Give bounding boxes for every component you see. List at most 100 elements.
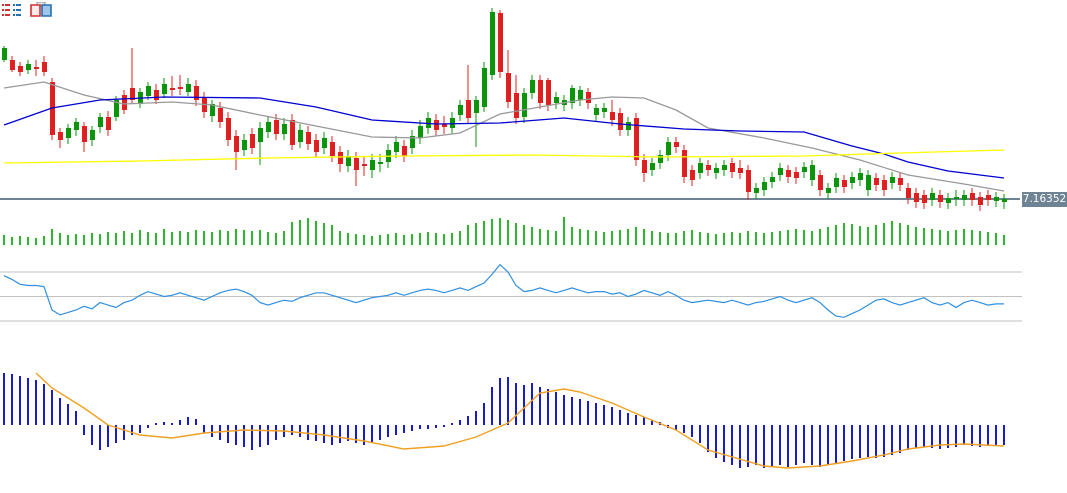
candle[interactable] <box>434 120 439 130</box>
candle[interactable] <box>930 193 935 200</box>
candle[interactable] <box>66 128 71 138</box>
candle[interactable] <box>970 193 975 200</box>
candle[interactable] <box>938 195 943 202</box>
candle[interactable] <box>770 177 775 182</box>
candle[interactable] <box>82 126 87 142</box>
candle[interactable] <box>482 68 487 107</box>
candle[interactable] <box>802 167 807 172</box>
candle[interactable] <box>106 117 111 130</box>
candle[interactable] <box>810 165 815 180</box>
candle[interactable] <box>794 172 799 178</box>
candle[interactable] <box>898 178 903 185</box>
candle[interactable] <box>114 100 119 117</box>
candle[interactable] <box>498 13 503 72</box>
candle[interactable] <box>594 108 599 115</box>
candle[interactable] <box>34 67 39 69</box>
candle[interactable] <box>698 163 703 173</box>
candle[interactable] <box>906 188 911 198</box>
candle[interactable] <box>290 120 295 145</box>
candle[interactable] <box>986 195 991 200</box>
candle[interactable] <box>642 160 647 173</box>
candle[interactable] <box>394 142 399 152</box>
candle[interactable] <box>346 156 351 166</box>
candle[interactable] <box>362 164 367 166</box>
candle[interactable] <box>626 122 631 130</box>
candle[interactable] <box>570 88 575 103</box>
candle[interactable] <box>402 146 407 156</box>
candle[interactable] <box>370 160 375 170</box>
candle[interactable] <box>298 130 303 142</box>
candle[interactable] <box>122 95 127 110</box>
candle[interactable] <box>354 158 359 170</box>
candle[interactable] <box>586 92 591 103</box>
candle[interactable] <box>762 182 767 190</box>
candle[interactable] <box>674 142 679 147</box>
candle[interactable] <box>378 162 383 164</box>
candle[interactable] <box>778 168 783 175</box>
candle[interactable] <box>546 80 551 105</box>
candle[interactable] <box>754 188 759 193</box>
candle[interactable] <box>282 124 287 134</box>
candle[interactable] <box>162 84 167 94</box>
candle[interactable] <box>242 140 247 150</box>
candle[interactable] <box>722 165 727 170</box>
candle[interactable] <box>658 155 663 163</box>
candle[interactable] <box>258 128 263 142</box>
list-columns-button[interactable] <box>2 2 21 17</box>
oscillator-pane[interactable] <box>3 263 1004 318</box>
candle[interactable] <box>994 197 999 201</box>
candle[interactable] <box>554 97 559 103</box>
candle[interactable] <box>746 170 751 192</box>
candle[interactable] <box>226 118 231 140</box>
candle[interactable] <box>474 100 479 113</box>
candle[interactable] <box>690 170 695 180</box>
candle[interactable] <box>130 88 135 100</box>
candle[interactable] <box>506 73 511 102</box>
candle[interactable] <box>210 104 215 116</box>
macd-pane[interactable] <box>3 372 1005 469</box>
candle[interactable] <box>154 90 159 100</box>
candle[interactable] <box>458 105 463 115</box>
candle[interactable] <box>866 175 871 190</box>
candle[interactable] <box>946 198 951 203</box>
candle[interactable] <box>842 180 847 187</box>
candle[interactable] <box>10 60 15 70</box>
candle[interactable] <box>530 80 535 93</box>
candle[interactable] <box>634 118 639 160</box>
candle[interactable] <box>442 124 447 127</box>
candle[interactable] <box>42 62 47 72</box>
candle[interactable] <box>578 90 583 100</box>
candle[interactable] <box>666 142 671 155</box>
candle[interactable] <box>170 88 175 90</box>
candle[interactable] <box>314 140 319 152</box>
candle[interactable] <box>538 80 543 103</box>
candle[interactable] <box>58 132 63 140</box>
candle[interactable] <box>922 195 927 203</box>
candle[interactable] <box>522 93 527 117</box>
candle[interactable] <box>490 12 495 75</box>
candle[interactable] <box>954 197 959 199</box>
candle[interactable] <box>18 66 23 72</box>
volume-pane[interactable] <box>3 217 1005 245</box>
candle[interactable] <box>26 64 31 70</box>
candle[interactable] <box>450 118 455 128</box>
candle[interactable] <box>786 170 791 177</box>
candle[interactable] <box>826 188 831 193</box>
candle[interactable] <box>874 178 879 185</box>
candle[interactable] <box>186 84 191 92</box>
candle[interactable] <box>882 180 887 190</box>
candle[interactable] <box>218 108 223 122</box>
candle[interactable] <box>818 175 823 190</box>
candle[interactable] <box>978 197 983 205</box>
candle[interactable] <box>234 136 239 152</box>
candle[interactable] <box>74 122 79 130</box>
candle[interactable] <box>514 93 519 118</box>
candle[interactable] <box>194 86 199 100</box>
candle[interactable] <box>266 122 271 132</box>
candle[interactable] <box>306 132 311 144</box>
candle[interactable] <box>98 117 103 127</box>
candle[interactable] <box>618 113 623 130</box>
candle[interactable] <box>714 168 719 173</box>
candle[interactable] <box>858 173 863 180</box>
